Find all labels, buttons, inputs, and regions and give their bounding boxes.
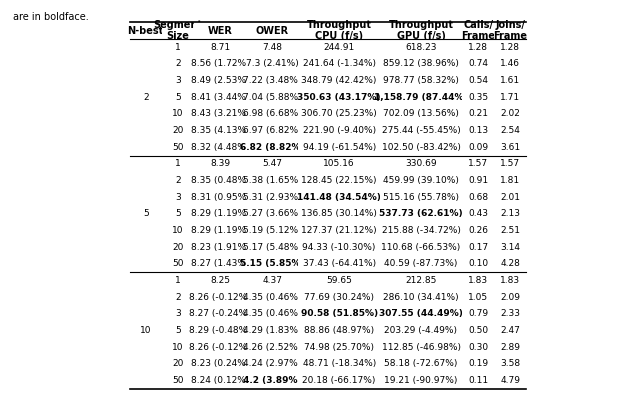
Text: are in boldface.: are in boldface. [13, 12, 88, 22]
